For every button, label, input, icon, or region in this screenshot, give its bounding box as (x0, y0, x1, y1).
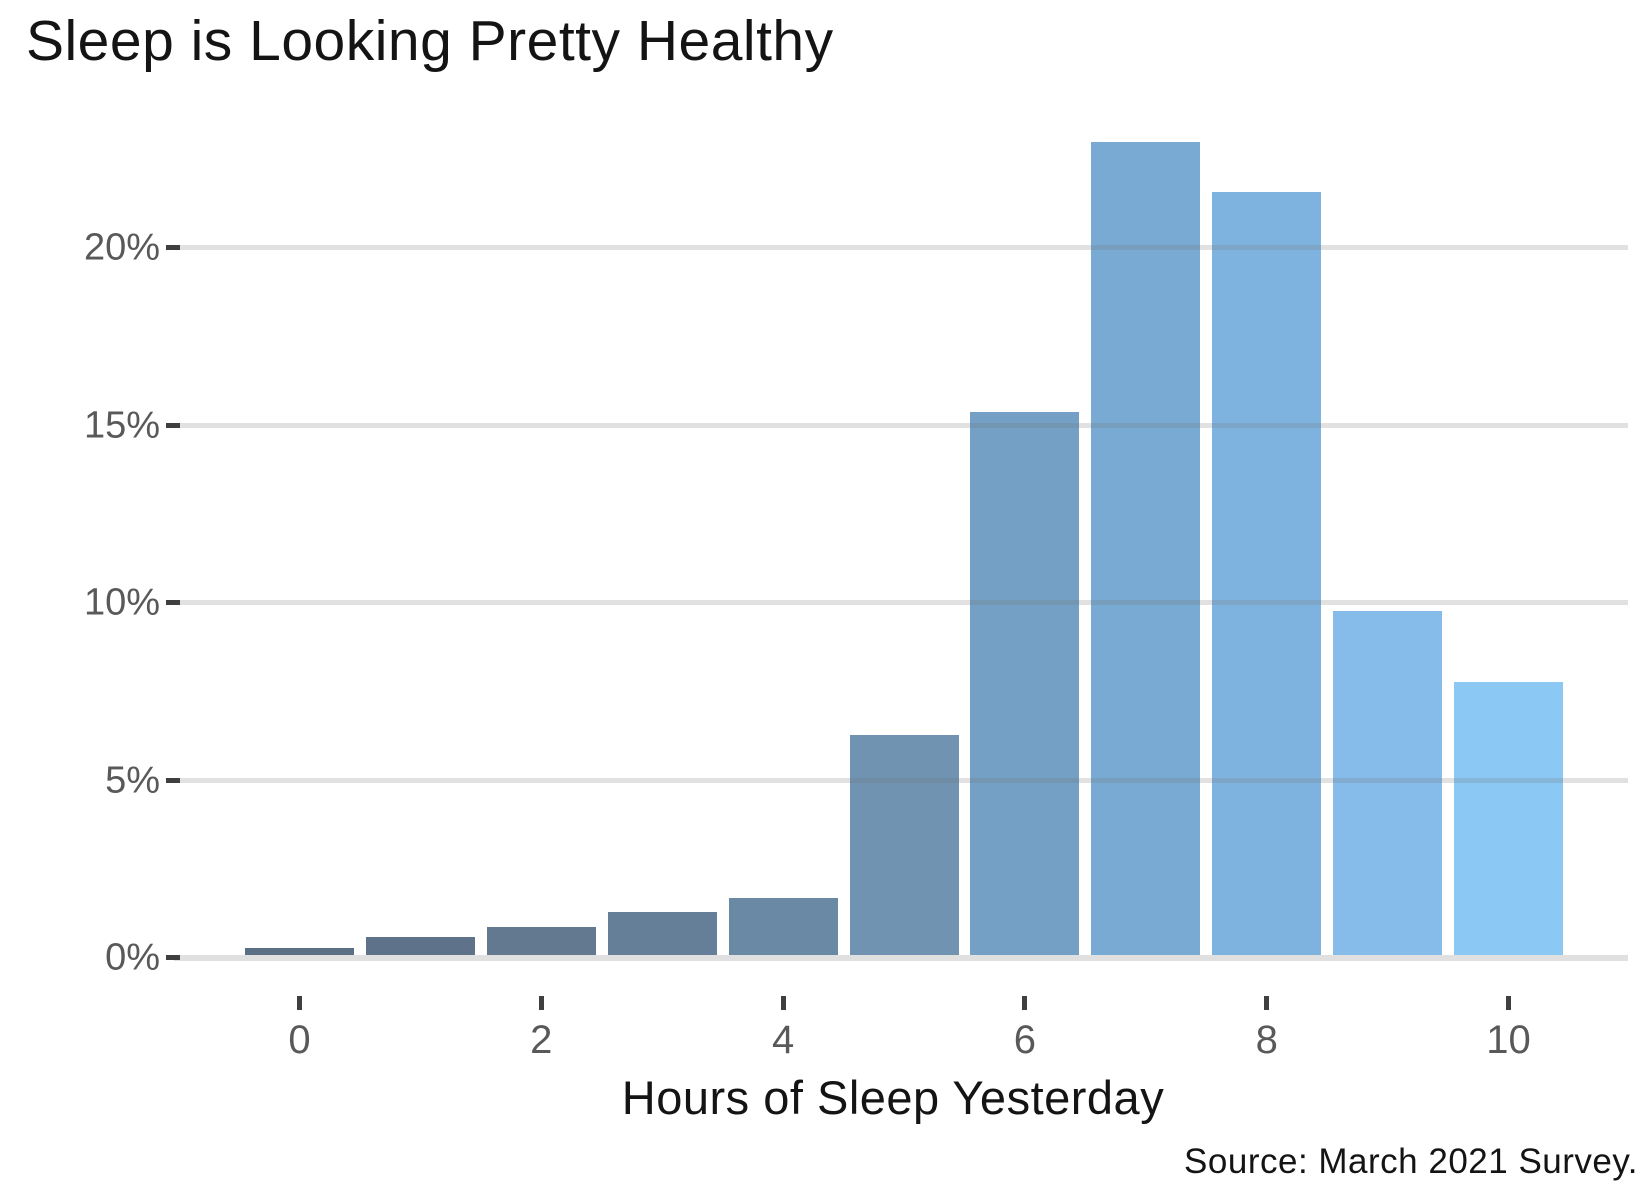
x-tick-label: 8 (1255, 1018, 1278, 1062)
source-note: Source: March 2021 Survey. (1184, 1142, 1638, 1181)
x-tick-mark (780, 996, 786, 1010)
gridline-15pct (180, 422, 1628, 428)
y-tick-label: 5% (105, 759, 160, 801)
y-tick-mark (166, 422, 180, 428)
x-tick-label: 6 (1013, 1018, 1037, 1062)
bar-10h (1454, 681, 1563, 961)
bar-5h (849, 734, 959, 961)
bar-7h (1091, 142, 1201, 961)
x-tick-label: 2 (530, 1018, 553, 1062)
y-tick-mark (166, 777, 180, 783)
x-tick-mark (1022, 996, 1028, 1010)
gridline-5pct (180, 777, 1628, 783)
x-tick-mark (538, 996, 544, 1010)
x-axis-line (174, 955, 1628, 961)
y-tick-mark (166, 600, 180, 605)
gridline-10pct (180, 600, 1628, 605)
y-tick-mark (166, 245, 180, 250)
x-tick-label: 4 (771, 1018, 795, 1062)
x-tick-mark (297, 996, 302, 1010)
x-tick-mark (1506, 996, 1511, 1010)
bar-3h (607, 912, 717, 961)
bar-8h (1212, 191, 1322, 961)
y-tick-label: 15% (83, 404, 160, 446)
y-tick-label: 0% (105, 936, 160, 979)
x-axis-title: Hours of Sleep Yesterday (621, 1071, 1165, 1124)
y-tick-mark (166, 955, 180, 960)
chart-title: Sleep is Looking Pretty Healthy (26, 9, 834, 73)
x-tick-label: 10 (1486, 1018, 1531, 1062)
bar-6h (970, 411, 1080, 961)
gridline-20pct (180, 245, 1628, 250)
bar-9h (1333, 610, 1443, 961)
x-tick-mark (1264, 996, 1270, 1010)
x-tick-label: 0 (288, 1018, 311, 1062)
y-tick-label: 20% (83, 226, 160, 269)
y-tick-label: 10% (83, 581, 160, 624)
bar-4h (728, 898, 838, 961)
